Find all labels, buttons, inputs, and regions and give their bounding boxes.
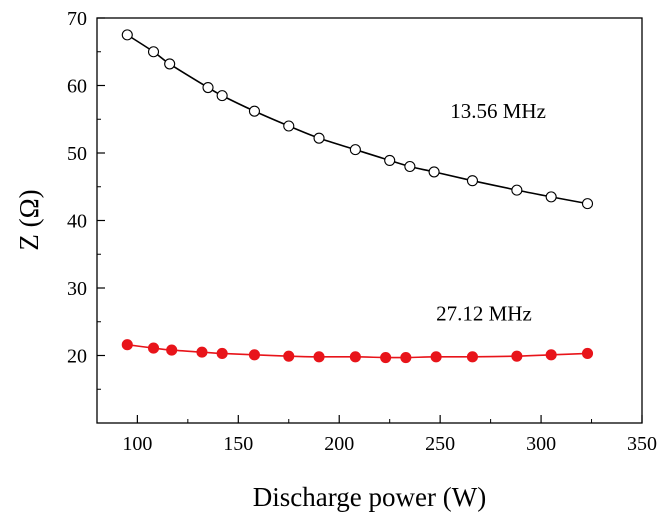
- x-tick-label: 300: [526, 433, 556, 455]
- data-point: [121, 29, 133, 41]
- data-point: [430, 351, 442, 363]
- y-axis: 20 30 40 50 60 70: [67, 8, 105, 390]
- y-tick-label: 40: [67, 211, 87, 233]
- y-tick-label: 50: [67, 143, 87, 165]
- data-point: [400, 351, 412, 364]
- data-point: [248, 349, 260, 361]
- x-tick-label: 100: [122, 433, 152, 455]
- y-tick-label: 20: [67, 346, 87, 368]
- data-point: [283, 350, 295, 362]
- data-point: [349, 351, 361, 363]
- x-axis: 100 150 200 250 300 350: [122, 415, 657, 455]
- y-tick-label: 70: [67, 8, 87, 30]
- series-line: [127, 343, 588, 359]
- series-label: 27.12 MHz: [436, 301, 532, 325]
- data-point: [428, 166, 440, 178]
- data-point: [404, 160, 416, 173]
- data-point: [313, 351, 325, 363]
- data-point: [466, 351, 478, 363]
- data-point: [545, 191, 557, 203]
- x-tick-label: 250: [425, 433, 455, 455]
- x-tick-label: 350: [627, 433, 657, 455]
- data-point: [349, 144, 361, 156]
- data-point: [581, 347, 594, 360]
- data-point: [313, 132, 325, 144]
- series-layer: [121, 29, 594, 364]
- plot-frame-group: [96, 17, 643, 424]
- data-point: [216, 347, 228, 360]
- series-labels: 13.56 MHz 27.12 MHz: [436, 99, 546, 325]
- series-2: [121, 339, 594, 364]
- data-point: [216, 90, 228, 102]
- data-point: [384, 154, 396, 166]
- x-tick-label: 150: [223, 433, 253, 455]
- y-tick-label: 60: [67, 76, 87, 98]
- data-point: [380, 351, 392, 364]
- data-point: [147, 46, 160, 58]
- plot-frame: [96, 17, 643, 424]
- data-point: [147, 342, 160, 354]
- x-axis-label: Discharge power (W): [253, 482, 486, 512]
- data-point: [283, 120, 295, 132]
- data-point: [166, 344, 178, 356]
- data-point: [121, 339, 133, 351]
- y-tick-label: 30: [67, 278, 87, 300]
- data-point: [466, 175, 478, 187]
- series-label: 13.56 MHz: [450, 99, 546, 123]
- data-point: [164, 58, 176, 70]
- data-point: [196, 346, 208, 358]
- x-tick-label: 200: [324, 433, 354, 455]
- data-point: [581, 198, 594, 210]
- y-axis-label: Z (Ω): [14, 189, 44, 250]
- data-point: [248, 105, 260, 117]
- data-point: [511, 184, 523, 196]
- series-line: [126, 34, 588, 205]
- data-point: [511, 350, 523, 362]
- data-point: [202, 81, 214, 94]
- data-point: [545, 349, 557, 361]
- series-1: [121, 29, 594, 210]
